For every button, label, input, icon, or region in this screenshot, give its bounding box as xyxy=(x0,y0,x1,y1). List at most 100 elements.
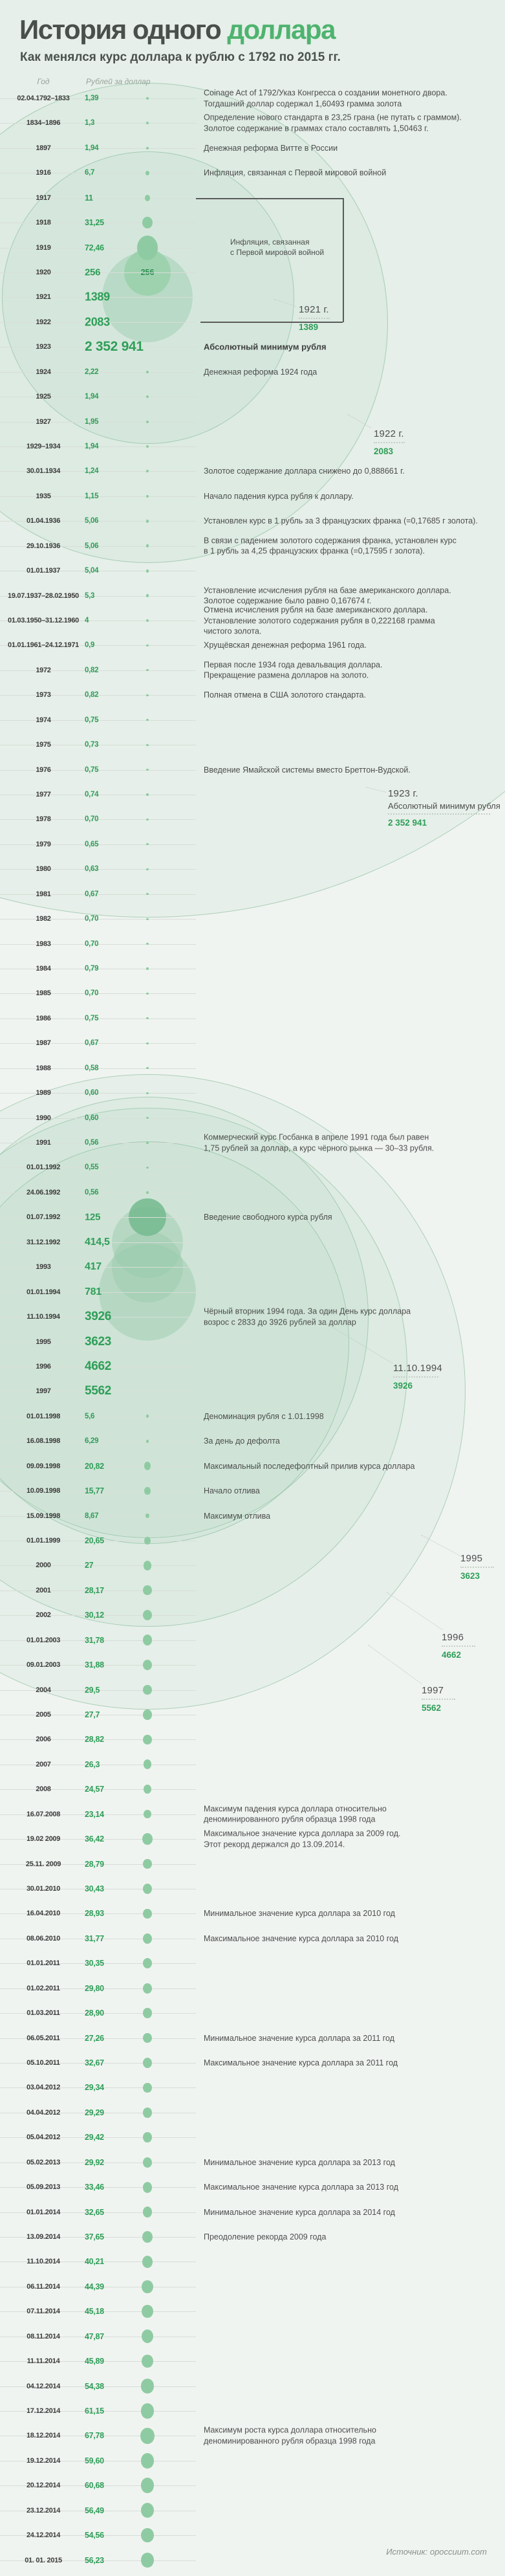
row-date: 1923 xyxy=(36,343,51,351)
row-date: 1978 xyxy=(36,815,51,824)
row-dot xyxy=(146,122,149,125)
row-dot xyxy=(142,2354,153,2368)
row-dot xyxy=(143,2032,152,2043)
row-date: 1981 xyxy=(36,890,51,898)
row-date: 11.10.1994 xyxy=(27,1313,60,1321)
row-gridline xyxy=(0,297,196,298)
row-dot xyxy=(141,2527,154,2543)
row-date: 1975 xyxy=(36,741,51,749)
row-annotation: Полная отмена в США золотого стандарта. xyxy=(204,690,366,700)
row-gridline xyxy=(0,1615,196,1616)
row-date: 17.12.2014 xyxy=(26,2406,61,2415)
row-value: 28,93 xyxy=(85,1909,104,1919)
row-dot xyxy=(146,918,149,920)
row-dot xyxy=(146,146,149,149)
row-value: 3623 xyxy=(85,1334,112,1349)
row-date: 1935 xyxy=(36,492,51,500)
row-date: 1927 xyxy=(36,417,51,426)
row-date: 2004 xyxy=(36,1686,51,1694)
row-date: 01.01.1994 xyxy=(26,1288,61,1296)
row-value: 28,79 xyxy=(85,1859,104,1869)
row-gridline xyxy=(0,1665,196,1666)
row-value: 31,88 xyxy=(85,1660,104,1670)
row-gridline xyxy=(0,1839,196,1840)
row-value: 0,75 xyxy=(85,765,99,774)
row-dot xyxy=(144,1785,151,1794)
row-value: 29,92 xyxy=(85,2157,104,2167)
row-date: 1984 xyxy=(36,965,51,973)
row-dot xyxy=(143,1908,152,1919)
row-gridline xyxy=(0,2137,196,2139)
row-value: 44,39 xyxy=(85,2282,104,2291)
row-gridline xyxy=(0,595,196,597)
row-gridline xyxy=(0,869,196,870)
row-value: 59,60 xyxy=(85,2456,104,2465)
row-annotation: Минимальное значение курса доллара за 20… xyxy=(204,2207,395,2217)
row-gridline xyxy=(0,720,196,721)
row-date: 16.04.2010 xyxy=(26,1910,61,1918)
row-gridline xyxy=(0,943,196,945)
row-gridline xyxy=(0,197,196,199)
row-value: 1,94 xyxy=(85,144,99,152)
row-dot xyxy=(146,420,149,423)
row-gridline xyxy=(0,1963,196,1965)
row-annotation: Максимум отлива xyxy=(204,1511,271,1521)
row-value: 414,5 xyxy=(85,1236,110,1248)
row-gridline xyxy=(0,1267,196,1268)
row-gridline xyxy=(0,2087,196,2089)
row-value: 29,29 xyxy=(85,2108,104,2117)
callout-year: 1922 г. xyxy=(374,428,404,439)
row-value: 32,67 xyxy=(85,2058,104,2067)
row-date: 01.04.1936 xyxy=(26,517,61,525)
row-date: 01.01.2003 xyxy=(26,1636,61,1644)
row-date: 01.01.2011 xyxy=(27,1959,60,1968)
row-date: 2007 xyxy=(36,1760,51,1768)
row-value: 5,04 xyxy=(85,567,99,575)
row-dot xyxy=(146,445,149,448)
row-gridline xyxy=(0,2038,196,2039)
row-date: 01.03.2011 xyxy=(27,2009,60,2018)
callout-dotted-divider xyxy=(374,442,405,443)
callout: 1997 5562 xyxy=(422,1685,455,1713)
row-date: 03.04.2012 xyxy=(26,2084,61,2092)
row-date: 02.04.1792–1833 xyxy=(17,94,70,102)
row-dot xyxy=(143,1759,152,1770)
row-value: 27,26 xyxy=(85,2033,104,2043)
row-date: 1973 xyxy=(36,691,51,699)
row-gridline xyxy=(0,2361,196,2362)
row-value: 0,75 xyxy=(85,716,99,724)
row-dot xyxy=(145,1439,149,1443)
row-dot xyxy=(146,793,149,796)
row-date: 10.09.1998 xyxy=(26,1487,61,1495)
row-date: 1917 xyxy=(36,193,51,202)
row-date: 1972 xyxy=(36,666,51,674)
row-date: 1918 xyxy=(36,219,51,227)
row-dot xyxy=(146,943,149,945)
row-value: 0,65 xyxy=(85,840,99,848)
row-dot xyxy=(146,1042,149,1044)
row-annotation: Первая после 1934 года девальвация долла… xyxy=(204,660,383,680)
row-value: 1,24 xyxy=(85,467,99,476)
row-date: 05.04.2012 xyxy=(26,2133,61,2142)
row-gridline xyxy=(0,1341,196,1343)
row-value: 54,38 xyxy=(85,2381,104,2391)
row-annotation: Установлен курс в 1 рубль за 3 французск… xyxy=(204,516,478,526)
row-date: 1997 xyxy=(36,1387,51,1396)
row-gridline xyxy=(0,1043,196,1044)
row-dot xyxy=(142,1833,153,1845)
row-value: 1,95 xyxy=(85,417,99,426)
row-date: 04.12.2014 xyxy=(26,2382,61,2390)
row-date: 20.12.2014 xyxy=(26,2482,61,2490)
row-date: 2005 xyxy=(36,1710,51,1719)
row-date: 23.12.2014 xyxy=(26,2506,61,2515)
row-date: 01.01.1992 xyxy=(26,1163,61,1172)
row-dot xyxy=(146,1017,149,1020)
row-annotation: Абсолютный минимум рубля xyxy=(204,342,327,352)
row-gridline xyxy=(0,2386,196,2387)
row-gridline xyxy=(0,521,196,522)
row-date: 01.01.1999 xyxy=(26,1536,61,1545)
row-dot xyxy=(144,194,151,201)
callout-dotted-divider xyxy=(460,1567,494,1568)
row-dot xyxy=(141,2553,154,2568)
row-dot xyxy=(146,97,149,100)
